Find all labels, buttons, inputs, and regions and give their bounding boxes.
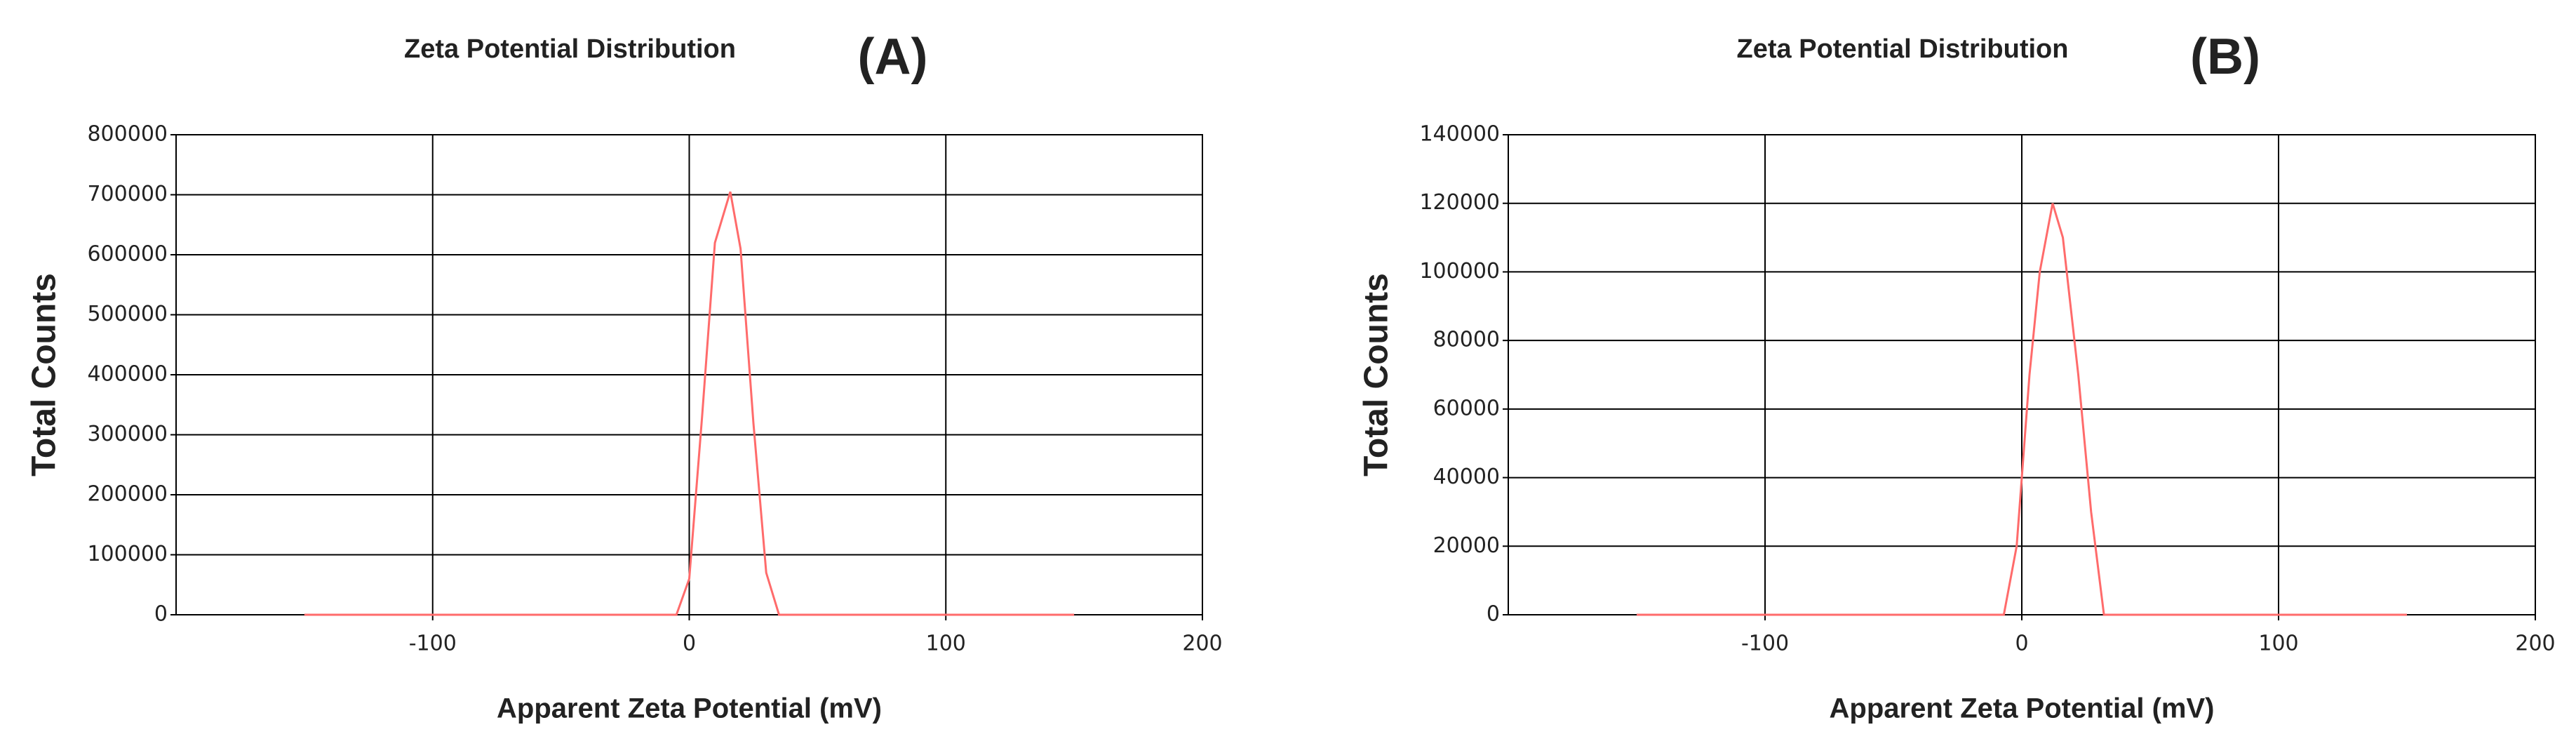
x-tick-label: 0 <box>2015 632 2028 656</box>
chart-title: Zeta Potential Distribution <box>404 34 736 64</box>
y-axis-label: Total Counts <box>1358 273 1395 477</box>
y-tick-label: 300000 <box>87 422 168 446</box>
y-tick-label: 0 <box>154 602 168 627</box>
y-tick-label: 0 <box>1487 602 1500 627</box>
x-tick-label: 100 <box>926 632 966 656</box>
y-tick-label: 800000 <box>87 122 168 147</box>
y-tick-label: 200000 <box>87 482 168 507</box>
data-line <box>1637 203 2407 616</box>
y-tick-label: 60000 <box>1433 396 1500 420</box>
panel-label: (A) <box>858 29 928 85</box>
y-tick-label: 500000 <box>87 302 168 326</box>
y-tick-label: 100000 <box>87 542 168 566</box>
x-tick-label: 200 <box>2515 632 2555 656</box>
x-tick-label: 100 <box>2258 632 2298 656</box>
x-axis-label: Apparent Zeta Potential (mV) <box>1830 693 2215 724</box>
y-tick-label: 20000 <box>1433 533 1500 558</box>
data-line <box>304 191 1075 616</box>
y-tick-label: 40000 <box>1433 465 1500 489</box>
y-tick-label: 700000 <box>87 182 168 206</box>
y-tick-label: 120000 <box>1419 190 1500 215</box>
x-tick-label: 200 <box>1182 632 1222 656</box>
y-tick-label: 140000 <box>1419 122 1500 147</box>
y-axis-label: Total Counts <box>26 273 63 477</box>
y-tick-label: 100000 <box>1419 259 1500 284</box>
panel-label: (B) <box>2190 29 2260 85</box>
x-axis-label: Apparent Zeta Potential (mV) <box>497 693 882 724</box>
y-tick-label: 600000 <box>87 242 168 267</box>
y-tick-label: 80000 <box>1433 328 1500 352</box>
x-tick-label: 0 <box>683 632 696 656</box>
x-tick-label: -100 <box>1741 632 1789 656</box>
x-tick-label: -100 <box>409 632 457 656</box>
chart-title: Zeta Potential Distribution <box>1737 34 2069 64</box>
y-tick-label: 400000 <box>87 362 168 387</box>
